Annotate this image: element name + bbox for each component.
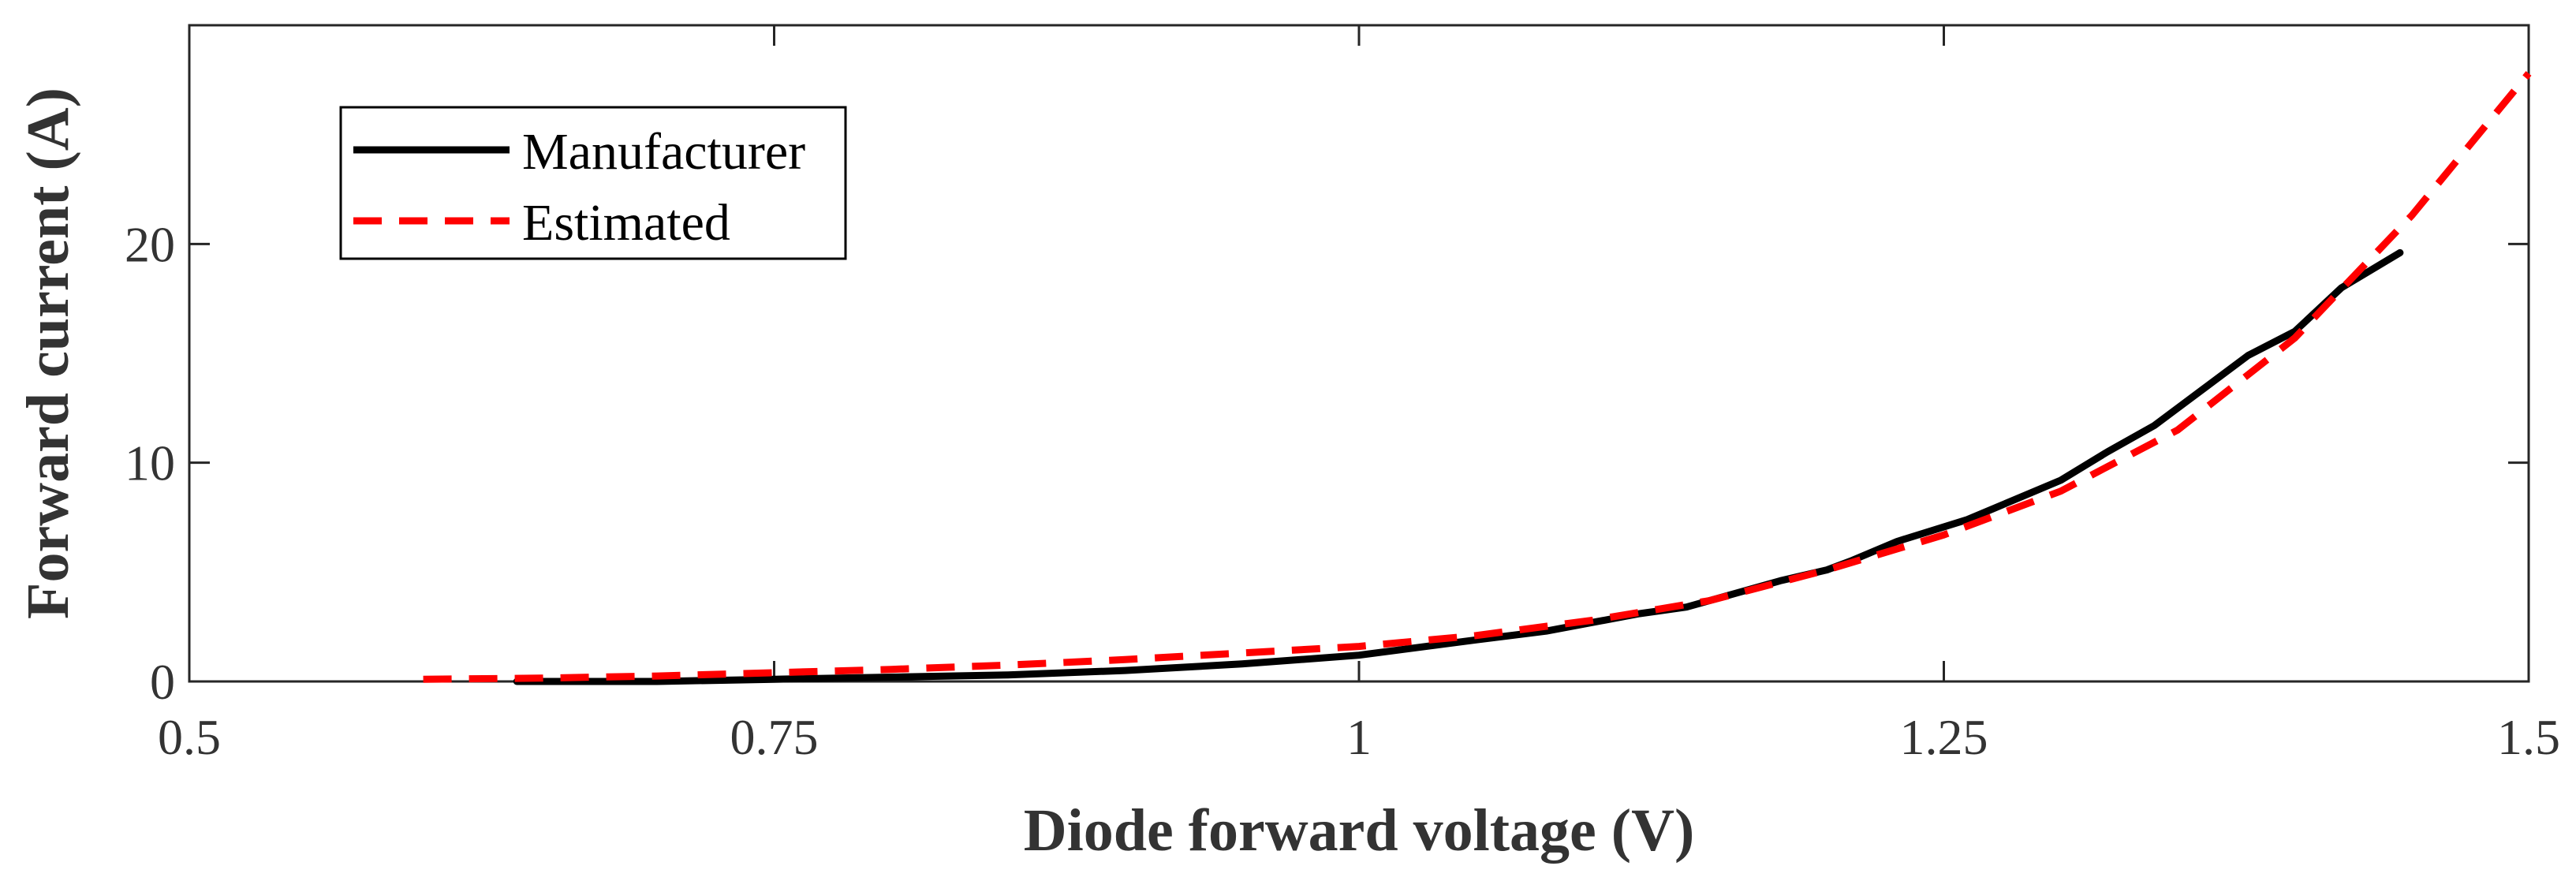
series-line-manufacturer — [513, 248, 2404, 685]
x-axis-label: Diode forward voltage (V) — [1024, 797, 1695, 864]
x-tick-label: 1.25 — [1900, 709, 1988, 765]
y-tick-label: 10 — [125, 435, 175, 491]
x-tick-label: 0.5 — [158, 709, 221, 765]
axis-ticks — [188, 25, 2530, 683]
x-tick-label: 1.5 — [2497, 709, 2560, 765]
y-tick-label: 20 — [125, 216, 175, 272]
x-tick-label: 1 — [1346, 709, 1372, 765]
legend-label-manufacturer: Manufacturer — [522, 123, 805, 181]
series-line-estimated — [423, 71, 2532, 683]
x-tick-label: 0.75 — [730, 709, 819, 765]
legend: Manufacturer Estimated — [339, 106, 847, 260]
legend-label-estimated: Estimated — [522, 194, 730, 252]
series-layer — [423, 71, 2532, 685]
y-tick-label: 0 — [150, 654, 175, 710]
y-tick-labels: 0 10 20 — [125, 216, 175, 710]
y-axis-label: Forward current (A) — [15, 88, 81, 619]
legend-box — [339, 106, 847, 260]
x-tick-labels: 0.5 0.75 1 1.25 1.5 — [158, 709, 2560, 765]
